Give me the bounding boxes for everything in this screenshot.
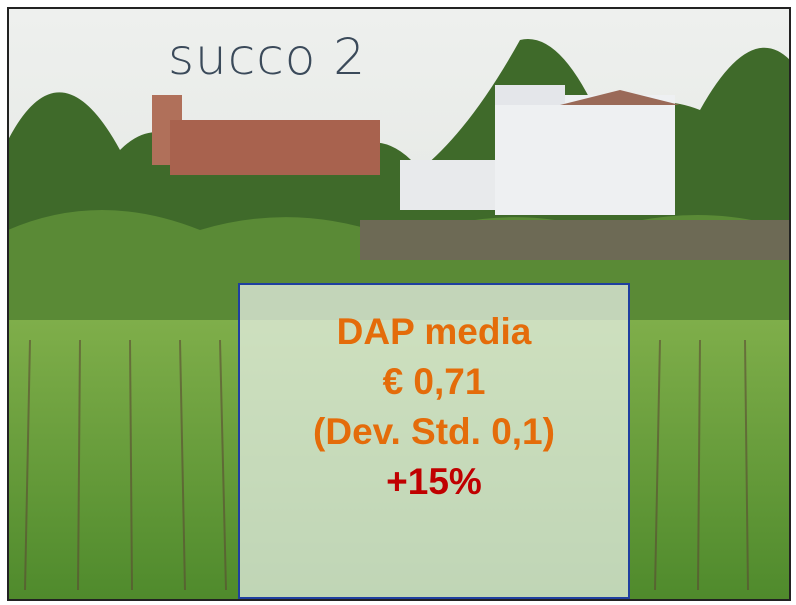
box-line: +15%: [240, 457, 628, 507]
slide-title: succo 2: [168, 28, 366, 86]
box-line: (Dev. Std. 0,1): [240, 407, 628, 457]
result-box: DAP media € 0,71 (Dev. Std. 0,1) +15%: [238, 283, 630, 599]
box-line: DAP media: [240, 307, 628, 357]
box-line: € 0,71: [240, 357, 628, 407]
slide: succo 2 DAP media € 0,71 (Dev. Std. 0,1)…: [0, 0, 796, 605]
